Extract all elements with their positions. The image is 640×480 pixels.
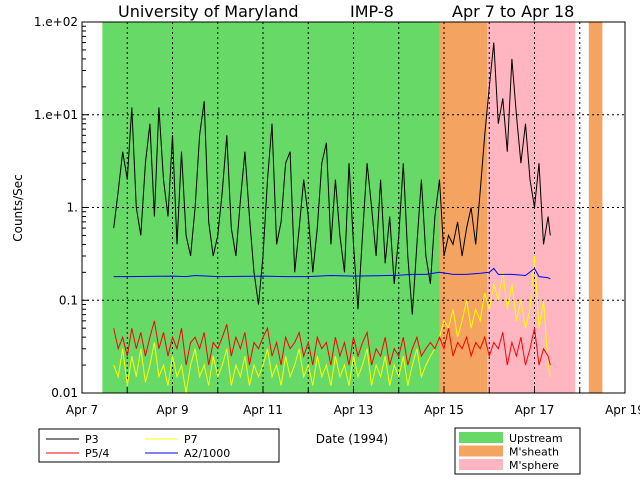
x-tick-label-4: Apr 15 bbox=[424, 403, 464, 417]
legend-label-3: A2/1000 bbox=[184, 447, 230, 460]
y-tick-label-0: 0.01 bbox=[51, 386, 78, 400]
region-3 bbox=[588, 22, 603, 393]
x-tick-label-6: Apr 19 bbox=[605, 403, 640, 417]
legend-region-swatch-1 bbox=[459, 445, 503, 457]
legend-region-label-0: Upstream bbox=[509, 432, 563, 445]
series-line-p3 bbox=[113, 42, 551, 315]
x-tick-label-0: Apr 7 bbox=[66, 403, 98, 417]
grid-layer bbox=[82, 22, 625, 393]
legend-label-0: P3 bbox=[85, 433, 99, 446]
x-tick-label-1: Apr 9 bbox=[156, 403, 188, 417]
legend-region-label-1: M'sheath bbox=[509, 446, 559, 459]
x-axis-label: Date (1994) bbox=[316, 432, 388, 446]
series-line-p5-4 bbox=[113, 320, 551, 366]
legend-region-label-2: M'sphere bbox=[509, 459, 559, 472]
y-tick-label-1: 0.1 bbox=[59, 293, 78, 307]
y-axis-label: Counts/Sec bbox=[11, 174, 25, 242]
series-line-a2-1000 bbox=[113, 267, 551, 280]
y-tick-label-2: 1. bbox=[67, 201, 78, 215]
series-layer bbox=[113, 42, 551, 394]
chart-title-right: Apr 7 to Apr 18 bbox=[452, 2, 574, 21]
y-tick-label-3: 1.e+01 bbox=[34, 108, 78, 122]
chart-title-center: IMP-8 bbox=[350, 2, 394, 21]
legend-lines: P3 P7 P5/4 A2/1000 bbox=[38, 428, 280, 463]
x-tick-label-2: Apr 11 bbox=[243, 403, 283, 417]
y-tick-label-4: 1.e+02 bbox=[34, 15, 78, 29]
x-tick-label-5: Apr 17 bbox=[515, 403, 555, 417]
x-tick-label-3: Apr 13 bbox=[334, 403, 374, 417]
axes-layer: Apr 7 Apr 9 Apr 11 Apr 13 Apr 15 Apr 17 Apr 19… bbox=[34, 15, 640, 417]
legend-label-2: P5/4 bbox=[85, 447, 109, 460]
series-line-p7 bbox=[113, 255, 551, 394]
region-2 bbox=[486, 22, 576, 393]
legend-region-swatch-0 bbox=[459, 432, 503, 443]
legend-lines-box bbox=[38, 428, 280, 463]
legend-region-swatch-2 bbox=[459, 459, 503, 470]
legend-label-1: P7 bbox=[184, 433, 198, 446]
chart-title-left: University of Maryland bbox=[118, 2, 299, 21]
